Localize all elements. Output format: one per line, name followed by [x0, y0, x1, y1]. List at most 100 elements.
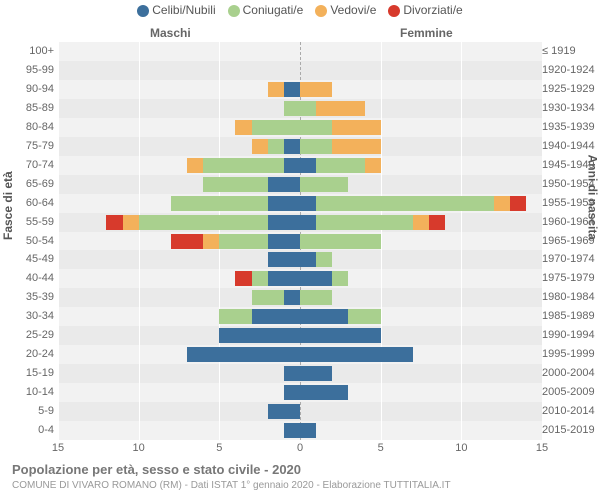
bar-segment-male	[268, 271, 300, 286]
birth-label: 1945-1949	[542, 156, 598, 175]
age-label: 30-34	[0, 307, 56, 326]
bar-segment-female	[413, 215, 429, 230]
birth-label: ≤ 1919	[542, 42, 598, 61]
bar-segment-male	[235, 120, 251, 135]
bar-segment-female	[316, 215, 413, 230]
birth-label: 1925-1929	[542, 80, 598, 99]
bar-segment-male	[252, 271, 268, 286]
age-label: 70-74	[0, 156, 56, 175]
bar-segment-male	[268, 177, 300, 192]
age-label: 85-89	[0, 99, 56, 118]
bar-segment-male	[284, 82, 300, 97]
legend-label: Celibi/Nubili	[152, 3, 215, 17]
age-label: 90-94	[0, 80, 56, 99]
x-tick: 5	[378, 442, 384, 454]
bar-segment-female	[300, 347, 413, 362]
bar-segment-female	[300, 158, 316, 173]
chart-subtitle: COMUNE DI VIVARO ROMANO (RM) - Dati ISTA…	[12, 480, 451, 491]
gridline	[381, 42, 382, 440]
population-pyramid-chart: Celibi/NubiliConiugati/eVedovi/eDivorzia…	[0, 0, 600, 500]
bar-segment-female	[348, 309, 380, 324]
bar-segment-female	[332, 271, 348, 286]
x-tick: 0	[297, 442, 303, 454]
bar-segment-male	[252, 139, 268, 154]
chart-title: Popolazione per età, sesso e stato civil…	[12, 462, 301, 477]
legend-item: Divorziati/e	[388, 3, 462, 17]
age-label: 75-79	[0, 137, 56, 156]
birth-label: 2000-2004	[542, 364, 598, 383]
legend-item: Vedovi/e	[315, 3, 376, 17]
birth-label: 2015-2019	[542, 421, 598, 440]
x-tick: 10	[133, 442, 145, 454]
bar-segment-male	[284, 366, 300, 381]
bar-segment-male	[187, 347, 300, 362]
bar-segment-female	[300, 101, 316, 116]
age-label: 95-99	[0, 61, 56, 80]
bar-segment-male	[106, 215, 122, 230]
birth-label: 1985-1989	[542, 307, 598, 326]
bar-segment-female	[332, 120, 380, 135]
birth-label: 2010-2014	[542, 402, 598, 421]
age-label: 40-44	[0, 269, 56, 288]
age-label: 20-24	[0, 345, 56, 364]
bar-segment-female	[300, 139, 332, 154]
legend-item: Celibi/Nubili	[137, 3, 215, 17]
bar-segment-male	[252, 290, 284, 305]
bar-segment-male	[219, 328, 300, 343]
bar-segment-male	[268, 82, 284, 97]
legend-label: Vedovi/e	[330, 3, 376, 17]
bar-segment-female	[300, 328, 381, 343]
bar-segment-male	[268, 139, 284, 154]
birth-label: 2005-2009	[542, 383, 598, 402]
bar-segment-female	[510, 196, 526, 211]
age-label: 55-59	[0, 213, 56, 232]
bar-segment-female	[300, 215, 316, 230]
age-label: 10-14	[0, 383, 56, 402]
birth-label: 1995-1999	[542, 345, 598, 364]
bar-segment-female	[300, 423, 316, 438]
bar-segment-female	[300, 290, 332, 305]
legend-swatch	[137, 5, 149, 17]
birth-label: 1990-1994	[542, 326, 598, 345]
bar-segment-female	[429, 215, 445, 230]
age-label: 0-4	[0, 421, 56, 440]
age-label: 80-84	[0, 118, 56, 137]
birth-label: 1950-1954	[542, 175, 598, 194]
bar-segment-female	[316, 252, 332, 267]
birth-label: 1920-1924	[542, 61, 598, 80]
birth-label: 1980-1984	[542, 288, 598, 307]
bar-segment-female	[332, 139, 380, 154]
x-tick: 5	[216, 442, 222, 454]
legend: Celibi/NubiliConiugati/eVedovi/eDivorzia…	[0, 3, 600, 17]
bar-segment-male	[123, 215, 139, 230]
age-label: 60-64	[0, 194, 56, 213]
bar-segment-female	[365, 158, 381, 173]
female-header: Femmine	[400, 26, 453, 40]
bar-segment-female	[300, 82, 332, 97]
legend-swatch	[315, 5, 327, 17]
bar-segment-male	[187, 158, 203, 173]
male-header: Maschi	[150, 26, 191, 40]
age-label: 100+	[0, 42, 56, 61]
bar-segment-male	[284, 423, 300, 438]
bar-segment-female	[316, 101, 364, 116]
plot-area	[58, 42, 542, 440]
bar-segment-male	[268, 215, 300, 230]
gridline	[461, 42, 462, 440]
bar-segment-female	[300, 385, 348, 400]
bar-segment-female	[300, 120, 332, 135]
birth-label: 1965-1969	[542, 232, 598, 251]
birth-label: 1970-1974	[542, 250, 598, 269]
birth-label: 1935-1939	[542, 118, 598, 137]
bar-segment-male	[268, 234, 300, 249]
bar-segment-female	[316, 196, 493, 211]
age-label: 5-9	[0, 402, 56, 421]
age-label: 25-29	[0, 326, 56, 345]
birth-label: 1975-1979	[542, 269, 598, 288]
bar-segment-male	[203, 177, 268, 192]
bar-segment-male	[252, 309, 300, 324]
bar-segment-male	[171, 234, 203, 249]
birth-label: 1940-1944	[542, 137, 598, 156]
bar-segment-male	[284, 158, 300, 173]
legend-swatch	[228, 5, 240, 17]
